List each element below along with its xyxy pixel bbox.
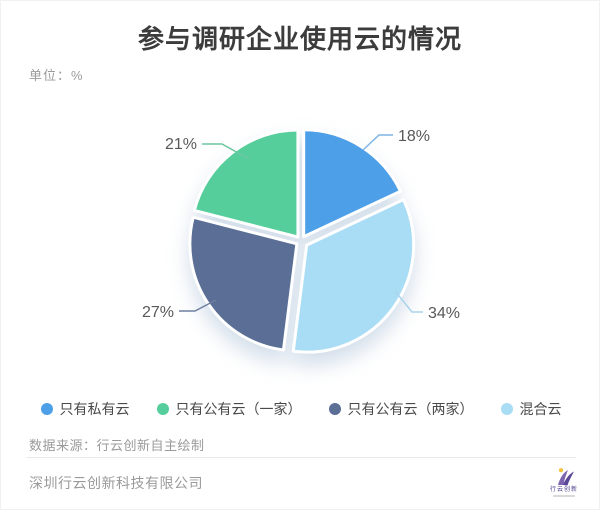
legend-item-label: 只有公有云（一家） — [175, 401, 302, 417]
legend-dot-icon — [40, 403, 53, 415]
pie-label-34: 34% — [428, 305, 460, 322]
pie-label-21: 21% — [165, 136, 197, 153]
pie-slice-0[interactable] — [302, 128, 402, 239]
legend: 只有私有云 只有公有云（一家） 只有公有云（两家） 混合云 — [1, 399, 599, 419]
footer-company-name: 深圳行云创新科技有限公司 — [29, 475, 203, 491]
connector-34 — [394, 290, 423, 313]
legend-dot-icon — [156, 403, 169, 415]
pie-slice-1[interactable] — [192, 128, 300, 239]
legend-item-public-cloud-one[interactable]: 只有公有云（一家） — [156, 399, 302, 419]
legend-item-label: 混合云 — [519, 401, 562, 417]
connector-27 — [179, 299, 217, 312]
legend-item-hybrid-cloud[interactable]: 混合云 — [500, 399, 562, 419]
connector-21 — [202, 143, 250, 160]
pie-slices — [188, 128, 416, 354]
pie-label-18: 18% — [398, 128, 430, 145]
divider — [26, 457, 576, 458]
legend-item-private-cloud[interactable]: 只有私有云 — [40, 399, 130, 419]
legend-item-label: 只有私有云 — [59, 401, 130, 417]
logo-text: 行云创新 — [549, 487, 578, 493]
company-logo: 行云创新 — [543, 467, 585, 507]
pie-slice-2[interactable] — [188, 215, 299, 352]
page-title: 参与调研企业使用云的情况 — [137, 24, 462, 54]
legend-item-public-cloud-two[interactable]: 只有公有云（两家） — [328, 399, 474, 419]
pie-slice-3[interactable] — [291, 198, 416, 354]
data-source-note: 数据来源：行云创新自主绘制 — [29, 438, 205, 453]
pie-svg: 18% 21% 27% 34% — [142, 128, 460, 354]
pie-label-27: 27% — [142, 304, 174, 321]
logo-bird-icon — [558, 468, 574, 486]
pie-chart: 18% 21% 27% 34% — [1, 95, 599, 387]
legend-item-label: 只有公有云（两家） — [347, 401, 474, 417]
legend-dot-icon — [500, 403, 513, 415]
connector-18 — [362, 134, 393, 151]
unit-label: 单位：% — [29, 68, 84, 83]
logo-subline — [553, 495, 575, 497]
legend-dot-icon — [328, 403, 341, 415]
